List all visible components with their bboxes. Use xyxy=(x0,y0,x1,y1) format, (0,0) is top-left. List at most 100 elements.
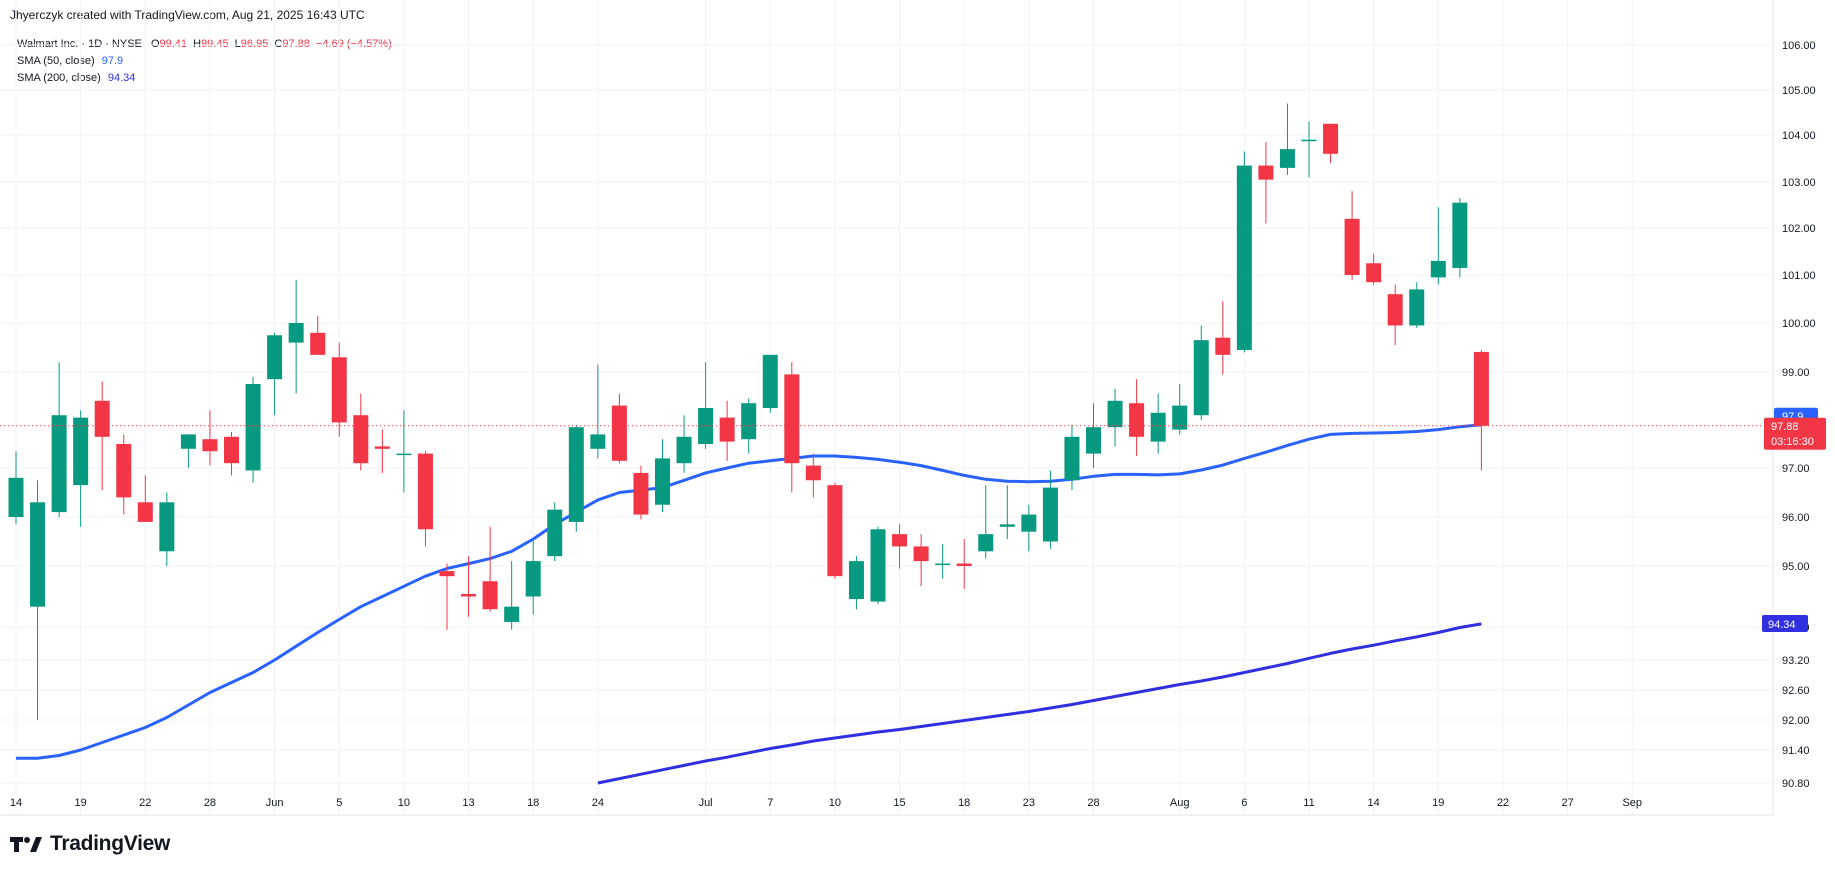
candle-body xyxy=(698,408,714,444)
sma200-value: 94.34 xyxy=(107,72,136,84)
candle-body xyxy=(784,374,800,464)
candle-body xyxy=(978,534,994,552)
candle-body xyxy=(137,502,153,522)
time-axis[interactable]: 14 19 22 28 Jun 5 10 13 18 24 Jul 7 10 15 18 23 28 Aug 6 11… xyxy=(10,797,1642,809)
candle-body xyxy=(762,354,778,408)
symbol-name[interactable]: Walmart Inc. · 1D · NYSE xyxy=(17,38,142,50)
candle-body xyxy=(1150,412,1166,442)
ohlc-open-label: O xyxy=(150,38,160,50)
x-tick-label: 14 xyxy=(10,797,22,809)
sma200-badge-text: 94.34 xyxy=(1768,619,1796,631)
candle-up xyxy=(1430,207,1446,285)
candle-body xyxy=(1021,514,1037,532)
candle-down xyxy=(374,429,390,473)
candle-up xyxy=(848,556,864,610)
candle-body xyxy=(913,546,929,562)
candle-body xyxy=(1086,427,1101,454)
ohlc-close: 97.88 xyxy=(282,38,310,50)
sma200-name: SMA (200, close) xyxy=(17,72,101,84)
candle-down xyxy=(1366,253,1382,285)
candle-body xyxy=(30,502,46,607)
candle-body xyxy=(461,593,477,597)
candle-down xyxy=(913,534,929,587)
candle-down xyxy=(784,362,800,493)
countdown-badge-text: 03:16:30 xyxy=(1771,436,1814,448)
x-tick-label: 14 xyxy=(1368,797,1380,809)
x-tick-label: 18 xyxy=(527,797,539,809)
legend-row-sma200[interactable]: SMA (200, close) 94.34 xyxy=(17,70,392,87)
candle-up xyxy=(267,332,283,416)
y-tick-label: 100.00 xyxy=(1782,318,1816,330)
candle-up xyxy=(1150,393,1166,454)
candle-body xyxy=(288,323,304,343)
candle-up xyxy=(51,362,67,517)
y-tick-label: 103.00 xyxy=(1782,177,1816,189)
candle-body xyxy=(676,436,692,464)
candle-down xyxy=(611,393,627,464)
x-tick-label: 28 xyxy=(1087,797,1099,809)
candle-down xyxy=(1129,379,1145,456)
candle-body xyxy=(1473,351,1489,426)
tradingview-logo[interactable]: TradingView xyxy=(10,832,170,856)
y-tick-label: 102.00 xyxy=(1782,223,1816,235)
candle-up xyxy=(1107,388,1123,447)
candle-down xyxy=(331,342,347,437)
ohlc-low-label: L xyxy=(234,38,241,50)
x-tick-label: 22 xyxy=(139,797,151,809)
x-tick-label: 18 xyxy=(958,797,970,809)
candle-down xyxy=(202,410,218,466)
x-tick-label: 10 xyxy=(398,797,410,809)
last-price-badge-bg xyxy=(1764,417,1826,450)
candle-body xyxy=(51,415,67,513)
candle-body xyxy=(202,439,218,452)
sma50-name: SMA (50, close) xyxy=(17,55,95,67)
candle-body xyxy=(94,400,110,437)
candle-body xyxy=(590,434,606,449)
candle-body xyxy=(655,458,670,505)
candle-down xyxy=(633,465,649,520)
sma50-line xyxy=(16,423,1482,760)
candle-down xyxy=(719,400,735,461)
candle-body xyxy=(956,563,972,566)
candle-body xyxy=(180,434,196,449)
legend-row-sma50[interactable]: SMA (50, close) 97.9 xyxy=(17,53,392,70)
candle-body xyxy=(1215,337,1231,355)
ohlc-low: 96.95 xyxy=(240,38,269,50)
candle-body xyxy=(417,453,433,530)
sma200-line-group xyxy=(597,622,1482,785)
sma50-line-group xyxy=(16,423,1482,760)
candle-body xyxy=(870,529,886,602)
x-tick-label: Jun xyxy=(266,797,284,809)
x-tick-label: 23 xyxy=(1023,797,1035,809)
ohlc-open: 99.41 xyxy=(159,38,188,50)
candle-up xyxy=(762,354,778,413)
candle-body xyxy=(1387,294,1403,326)
candle-up xyxy=(1086,403,1101,468)
candle-up xyxy=(159,492,175,566)
candle-body xyxy=(73,417,89,486)
candle-body xyxy=(1430,260,1446,278)
candle-body xyxy=(892,534,908,547)
x-tick-label: Aug xyxy=(1170,797,1190,809)
x-tick-label: 6 xyxy=(1241,797,1247,809)
sma50-value: 97.9 xyxy=(101,55,124,67)
tradingview-logo-text: TradingView xyxy=(50,832,171,855)
candle-body xyxy=(8,477,24,517)
x-tick-label: 7 xyxy=(767,797,773,809)
candle-body xyxy=(1409,289,1425,326)
candle-body xyxy=(267,335,283,380)
candle-down xyxy=(94,381,110,491)
candle-body xyxy=(1323,123,1339,154)
candle-body xyxy=(719,417,735,442)
x-tick-label: 10 xyxy=(829,797,841,809)
candle-up xyxy=(1193,325,1209,420)
chart-credit: Jhyerczyk created with TradingView.com, … xyxy=(10,8,365,22)
candle-body xyxy=(310,332,326,355)
ohlc-close-label: C xyxy=(274,38,283,50)
candle-down xyxy=(137,475,153,522)
candle-down xyxy=(310,315,326,355)
candle-body xyxy=(1107,400,1123,428)
y-tick-label: 90.80 xyxy=(1782,778,1810,790)
candle-body xyxy=(353,415,369,464)
